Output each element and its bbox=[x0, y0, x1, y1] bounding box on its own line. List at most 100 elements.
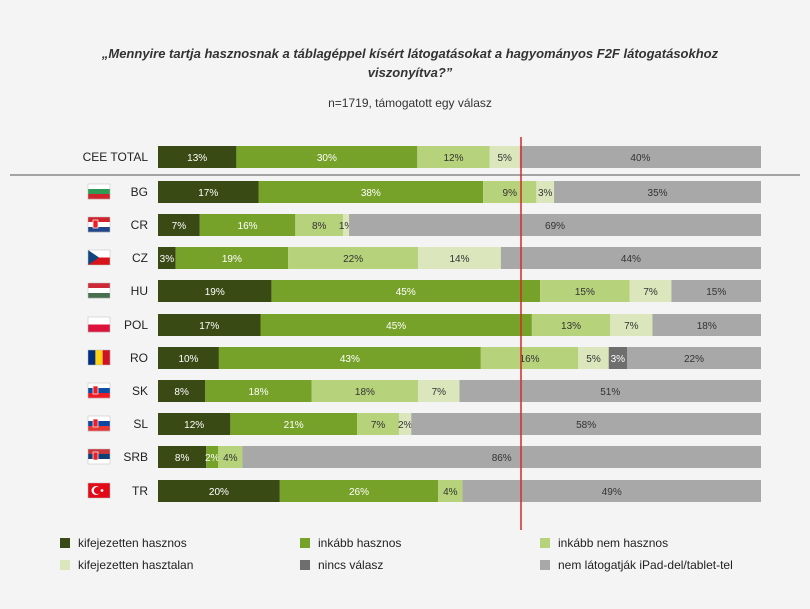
bar-segment bbox=[483, 181, 537, 203]
bar-segment bbox=[489, 146, 520, 168]
bar-segment bbox=[671, 280, 761, 302]
bar-segment bbox=[399, 413, 412, 435]
data-label: 15% bbox=[706, 287, 726, 298]
category-label: POL bbox=[124, 318, 148, 332]
bar-row-pol: POL 17% 45% 13% 7% 18% bbox=[87, 314, 761, 336]
data-label: 3% bbox=[611, 354, 626, 365]
data-label: 17% bbox=[198, 188, 218, 199]
legend-swatch bbox=[60, 538, 70, 548]
legend-label: nincs válasz bbox=[318, 558, 384, 572]
data-label: 16% bbox=[520, 354, 540, 365]
bar-row-cz: CZ 3% 19% 22% 14% 44% bbox=[87, 247, 761, 269]
bar-segment bbox=[158, 413, 231, 435]
flag-cr-icon bbox=[87, 216, 111, 233]
data-label: 9% bbox=[503, 188, 518, 199]
bar-segment bbox=[158, 314, 261, 336]
data-label: 86% bbox=[492, 453, 512, 464]
legend-item: inkább nem hasznos bbox=[540, 536, 668, 550]
data-label: 7% bbox=[432, 387, 447, 398]
data-label: 2% bbox=[398, 420, 413, 431]
bar-segment bbox=[343, 214, 350, 236]
legend: kifejezetten hasznos inkább hasznos inkább… bbox=[0, 534, 810, 594]
data-label: 18% bbox=[248, 387, 268, 398]
data-label: 15% bbox=[575, 287, 595, 298]
legend-swatch bbox=[540, 560, 550, 570]
bar-segment bbox=[652, 314, 761, 336]
bar-segment bbox=[158, 247, 176, 269]
bar-segment bbox=[158, 181, 259, 203]
data-label: 4% bbox=[443, 487, 458, 498]
bar-row-tr: TR 20% 26% 4% 49% bbox=[87, 480, 761, 502]
bar-segment bbox=[205, 380, 312, 402]
category-label: CEE TOTAL bbox=[83, 150, 149, 164]
flag-sl-icon bbox=[87, 415, 111, 432]
legend-item: kifejezetten hasznos bbox=[60, 536, 187, 550]
data-label: 10% bbox=[178, 354, 198, 365]
legend-swatch bbox=[300, 538, 310, 548]
bar-row-sk: SK 8% 18% 18% 7% 51% bbox=[87, 380, 761, 402]
category-label: CR bbox=[131, 218, 149, 232]
bar-row-hu: HU 19% 45% 15% 7% 15% bbox=[87, 280, 761, 302]
data-label: 12% bbox=[443, 153, 463, 164]
flag-cz-icon bbox=[87, 249, 111, 266]
bar-segment bbox=[629, 280, 672, 302]
bar-segment bbox=[260, 314, 532, 336]
flag-pol-icon bbox=[87, 316, 111, 333]
legend-label: nem látogatják iPad-del/tablet-tel bbox=[558, 558, 733, 572]
flag-srb-icon bbox=[87, 448, 111, 465]
data-label: 7% bbox=[643, 287, 658, 298]
legend-swatch bbox=[300, 560, 310, 570]
data-label: 3% bbox=[160, 254, 175, 265]
data-label: 8% bbox=[174, 387, 189, 398]
data-label: 7% bbox=[172, 221, 187, 232]
data-label: 30% bbox=[317, 153, 337, 164]
data-label: 49% bbox=[602, 487, 622, 498]
bar-segment bbox=[230, 413, 357, 435]
bar-segment bbox=[279, 480, 439, 502]
data-label: 45% bbox=[396, 287, 416, 298]
bar-row-srb: SRB 8% 2% 4% 86% bbox=[87, 446, 762, 468]
data-label: 44% bbox=[621, 254, 641, 265]
bar-segment bbox=[258, 181, 484, 203]
chart-title-line1: „Mennyire tartja hasznosnak a táblagéppe… bbox=[101, 46, 719, 61]
data-label: 20% bbox=[209, 487, 229, 498]
bar-segment bbox=[480, 347, 579, 369]
bar-segment bbox=[158, 480, 280, 502]
category-label: SRB bbox=[123, 450, 148, 464]
flag-tr-icon bbox=[87, 482, 111, 499]
bar-segment bbox=[295, 214, 344, 236]
data-label: 2% bbox=[205, 453, 220, 464]
legend-label: kifejezetten hasznos bbox=[78, 536, 187, 550]
flag-sk-icon bbox=[87, 382, 111, 399]
data-label: 4% bbox=[223, 453, 238, 464]
bar-segment bbox=[236, 146, 418, 168]
data-label: 38% bbox=[361, 188, 381, 199]
bar-segment bbox=[356, 413, 400, 435]
data-label: 13% bbox=[187, 153, 207, 164]
bar-segment bbox=[462, 480, 761, 502]
category-label: CZ bbox=[132, 251, 148, 265]
bar-row-cr: CR 7% 16% 8% 1% 69% bbox=[87, 214, 761, 236]
bar-segment bbox=[500, 247, 761, 269]
bar-segment bbox=[411, 413, 761, 435]
data-label: 43% bbox=[340, 354, 360, 365]
bar-segment bbox=[242, 446, 762, 468]
data-label: 14% bbox=[449, 254, 469, 265]
bar-row-ro: RO 10% 43% 16% 5% 3% 22% bbox=[87, 347, 761, 369]
bar-segment bbox=[438, 480, 463, 502]
bar-segment bbox=[158, 446, 207, 468]
legend-swatch bbox=[60, 560, 70, 570]
category-label: TR bbox=[132, 484, 148, 498]
category-label: RO bbox=[130, 351, 148, 365]
data-label: 19% bbox=[222, 254, 242, 265]
bar-segment bbox=[418, 380, 460, 402]
data-label: 51% bbox=[600, 387, 620, 398]
flag-ro-icon bbox=[87, 349, 111, 366]
bar-segment bbox=[417, 146, 490, 168]
bar-segment bbox=[531, 314, 611, 336]
bar-segment bbox=[158, 280, 272, 302]
legend-label: kifejezetten hasztalan bbox=[78, 558, 194, 572]
data-label: 21% bbox=[284, 420, 304, 431]
data-label: 22% bbox=[343, 254, 363, 265]
